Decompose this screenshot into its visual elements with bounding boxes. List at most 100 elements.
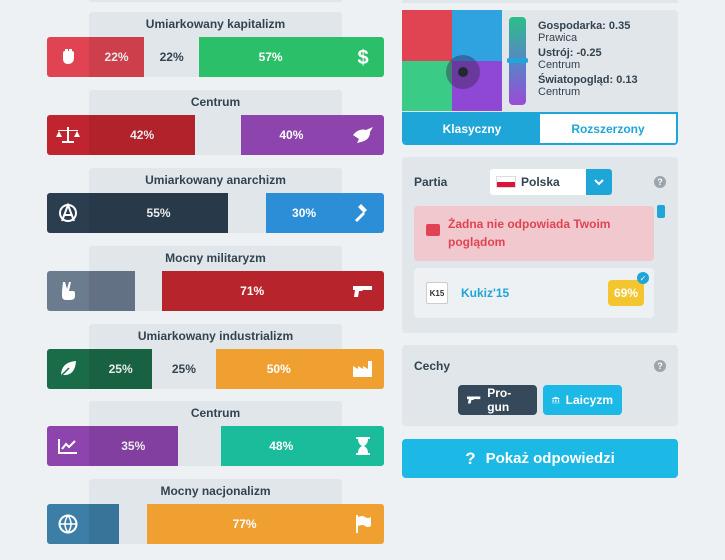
axis-bar: 77% [47,504,384,544]
traits-help-icon[interactable]: ? [654,360,666,372]
axis-title: Mocny nacjonalizm [160,484,271,498]
compass-quadrant-authleft [402,10,452,61]
chart-up-icon [47,426,89,466]
axis-title-background [89,90,342,116]
axis-title-background [89,12,342,38]
axis-bar: 35% 48% [47,426,384,466]
axis-left-segment: 55% [89,193,229,233]
dove-icon [342,115,384,155]
traits-heading: Cechy [414,359,451,373]
country-select-value: Polska [521,175,560,189]
axis-bar: 25% 25% 50% [47,349,384,389]
fist-icon [47,37,89,77]
gavel-icon [342,193,384,233]
tab-extended[interactable]: Rozszerzony [540,114,676,143]
economy-value: Gospodarka: 0.35 [538,20,631,32]
no-match-alert: Żadna nie odpowiada Twoim poglądom [414,206,654,261]
axis-title-background [89,168,342,194]
institution-icon [552,396,560,404]
axis-right-segment: 57% [199,37,342,77]
axis-right-segment: 50% [215,349,342,389]
tab-classic[interactable]: Klasyczny [404,114,540,143]
check-icon: ✓ [637,272,649,284]
political-compass [402,10,502,111]
axis-center-segment [177,426,221,466]
compass-quadrant-authright [452,10,502,61]
axis-title: Umiarkowany industrializm [137,329,294,343]
no-match-alert-text: Żadna nie odpowiada Twoim poglądom [448,217,611,249]
axis-right-segment: 77% [147,504,342,544]
compass-tabs: Klasyczny Rozszerzony [402,112,678,145]
axis-row: Umiarkowany anarchizm 55% 30% [47,168,384,234]
axis-left-segment: 35% [89,426,178,466]
axis-left-segment: 25% [89,349,153,389]
country-select[interactable]: Polska [490,169,612,195]
axis-title: Mocny militaryzm [165,251,266,265]
party-match-name[interactable]: Kukiz'15 [461,286,510,300]
gun-icon [342,271,384,311]
trait-badge-pro-gun[interactable]: Pro-gun [458,385,537,415]
scrollbar-thumb[interactable] [657,205,665,218]
show-answers-label: Pokaż odpowiedzi [485,450,615,467]
axis-row: Centrum 42% 40% [47,90,384,156]
party-match-percent: 69% [608,280,644,306]
party-heading: Partia [414,175,448,189]
trait-label: Laicyzm [565,393,613,407]
top-edge-fragment [89,0,342,2]
axis-bar: 55% 30% [47,193,384,233]
system-value: Ustrój: -0.25 [538,47,602,59]
axis-row: Centrum 35% 48% [47,401,384,467]
warning-icon [426,224,440,236]
economy-label: Prawica [538,32,578,44]
axis-title: Umiarkowany kapitalizm [145,17,286,31]
axis-right-segment: 48% [220,426,342,466]
traits-card: Cechy ? Pro-gun Laicyzm [402,345,678,426]
party-card: Partia Polska ? Żadna nie odpowiada Twoi… [402,157,678,333]
top-edge-fragment-right [402,0,678,3]
axis-right-segment: 40% [240,115,342,155]
axis-right-segment: 30% [266,193,342,233]
axis-left-segment: 22% [89,37,145,77]
poland-flag-icon [496,176,516,188]
party-match-row[interactable]: K15 Kukiz'15 69% ✓ [414,268,654,318]
chevron-down-icon[interactable] [586,169,612,195]
hourglass-icon [342,426,384,466]
trait-badge-laicyzm[interactable]: Laicyzm [543,385,622,415]
axis-center-segment [228,193,267,233]
axis-left-segment: 42% [89,115,196,155]
compass-quadrant-libleft [402,60,452,111]
axis-title-background [89,479,342,505]
show-answers-button[interactable]: ? Pokaż odpowiedzi [402,439,678,478]
axis-center-segment [195,115,241,155]
dollar-icon: $ [342,37,384,77]
axis-right-segment: 71% [162,271,342,311]
peace-hand-icon [47,271,89,311]
question-icon: ? [465,448,476,468]
compass-card: Gospodarka: 0.35 Prawica Ustrój: -0.25 C… [402,10,678,145]
compass-values: Gospodarka: 0.35 Prawica Ustrój: -0.25 C… [538,20,673,101]
axis-row: Mocny militaryzm 71% [47,246,384,312]
worldview-slider-thumb [507,57,528,63]
axis-left-segment [89,271,135,311]
party-help-icon[interactable]: ? [654,176,666,188]
axis-row: Umiarkowany kapitalizm 22% 22% 57% $ [47,12,384,78]
axis-title: Umiarkowany anarchizm [145,173,286,187]
flag-icon [342,504,384,544]
axis-bar: 42% 40% [47,115,384,155]
compass-position-dot [457,66,468,77]
system-label: Centrum [538,59,581,71]
axis-bar: 22% 22% 57% $ [47,37,384,77]
axis-left-segment [89,504,120,544]
scales-icon [47,115,89,155]
axis-row: Mocny nacjonalizm 77% [47,479,384,545]
kukiz-logo: K15 [426,282,448,304]
factory-icon [342,349,384,389]
trait-label: Pro-gun [487,386,512,414]
axis-title-background [89,246,342,272]
axis-title-background [89,401,342,427]
worldview-value: Światopogląd: 0.13 [538,74,638,86]
leaf-icon [47,349,89,389]
axis-title-background [89,324,342,350]
axis-title: Centrum [190,406,241,420]
worldview-label: Centrum [538,86,581,98]
